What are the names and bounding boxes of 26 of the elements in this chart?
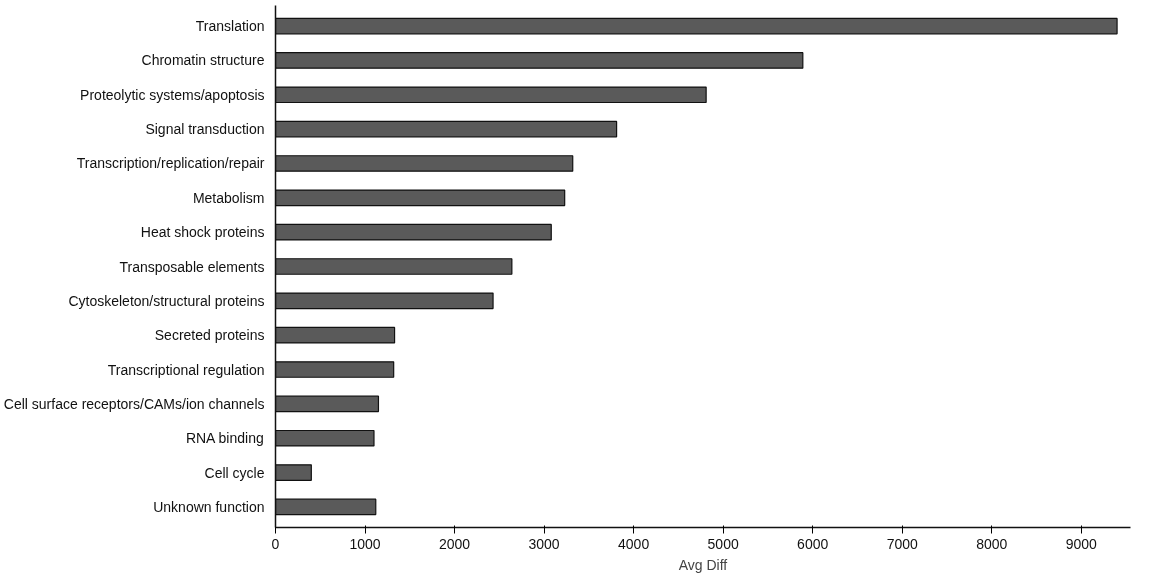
y-tick-label: Cell surface receptors/CAMs/ion channels (3, 395, 265, 412)
y-tick-label: Heat shock proteins (140, 224, 265, 241)
y-tick-label: Transcription/replication/repair (76, 155, 265, 172)
y-tick-label: Transcriptional regulation (107, 361, 265, 378)
y-tick-label: Cell cycle (204, 464, 265, 481)
x-tick-label: 2000 (438, 535, 471, 552)
y-tick-label: Translation (195, 18, 265, 35)
x-tick-label: 6000 (797, 535, 829, 552)
x-tick-label: 8000 (976, 535, 1008, 552)
y-tick-label: Transposable elements (119, 258, 265, 275)
y-tick-label: Proteolytic systems/apoptosis (80, 86, 265, 103)
y-tick-label: Metabolism (192, 189, 265, 206)
x-tick-label: 5000 (707, 535, 739, 552)
y-tick-label: Signal transduction (145, 121, 265, 138)
y-tick-label: Chromatin structure (141, 52, 265, 69)
x-tick-label: 0 (271, 535, 280, 552)
x-tick-label: 9000 (1065, 535, 1098, 552)
x-tick-label: 3000 (528, 535, 560, 552)
y-tick-label: RNA binding (185, 430, 264, 447)
x-axis-title: Avg Diff (678, 556, 728, 573)
x-tick-label: 1000 (349, 535, 381, 552)
y-tick-label: Unknown function (153, 498, 265, 515)
x-tick-label: 4000 (618, 535, 650, 552)
x-tick-label: 7000 (886, 535, 918, 552)
y-tick-label: Secreted proteins (154, 327, 265, 344)
y-tick-label: Cytoskeleton/structural proteins (68, 292, 265, 309)
